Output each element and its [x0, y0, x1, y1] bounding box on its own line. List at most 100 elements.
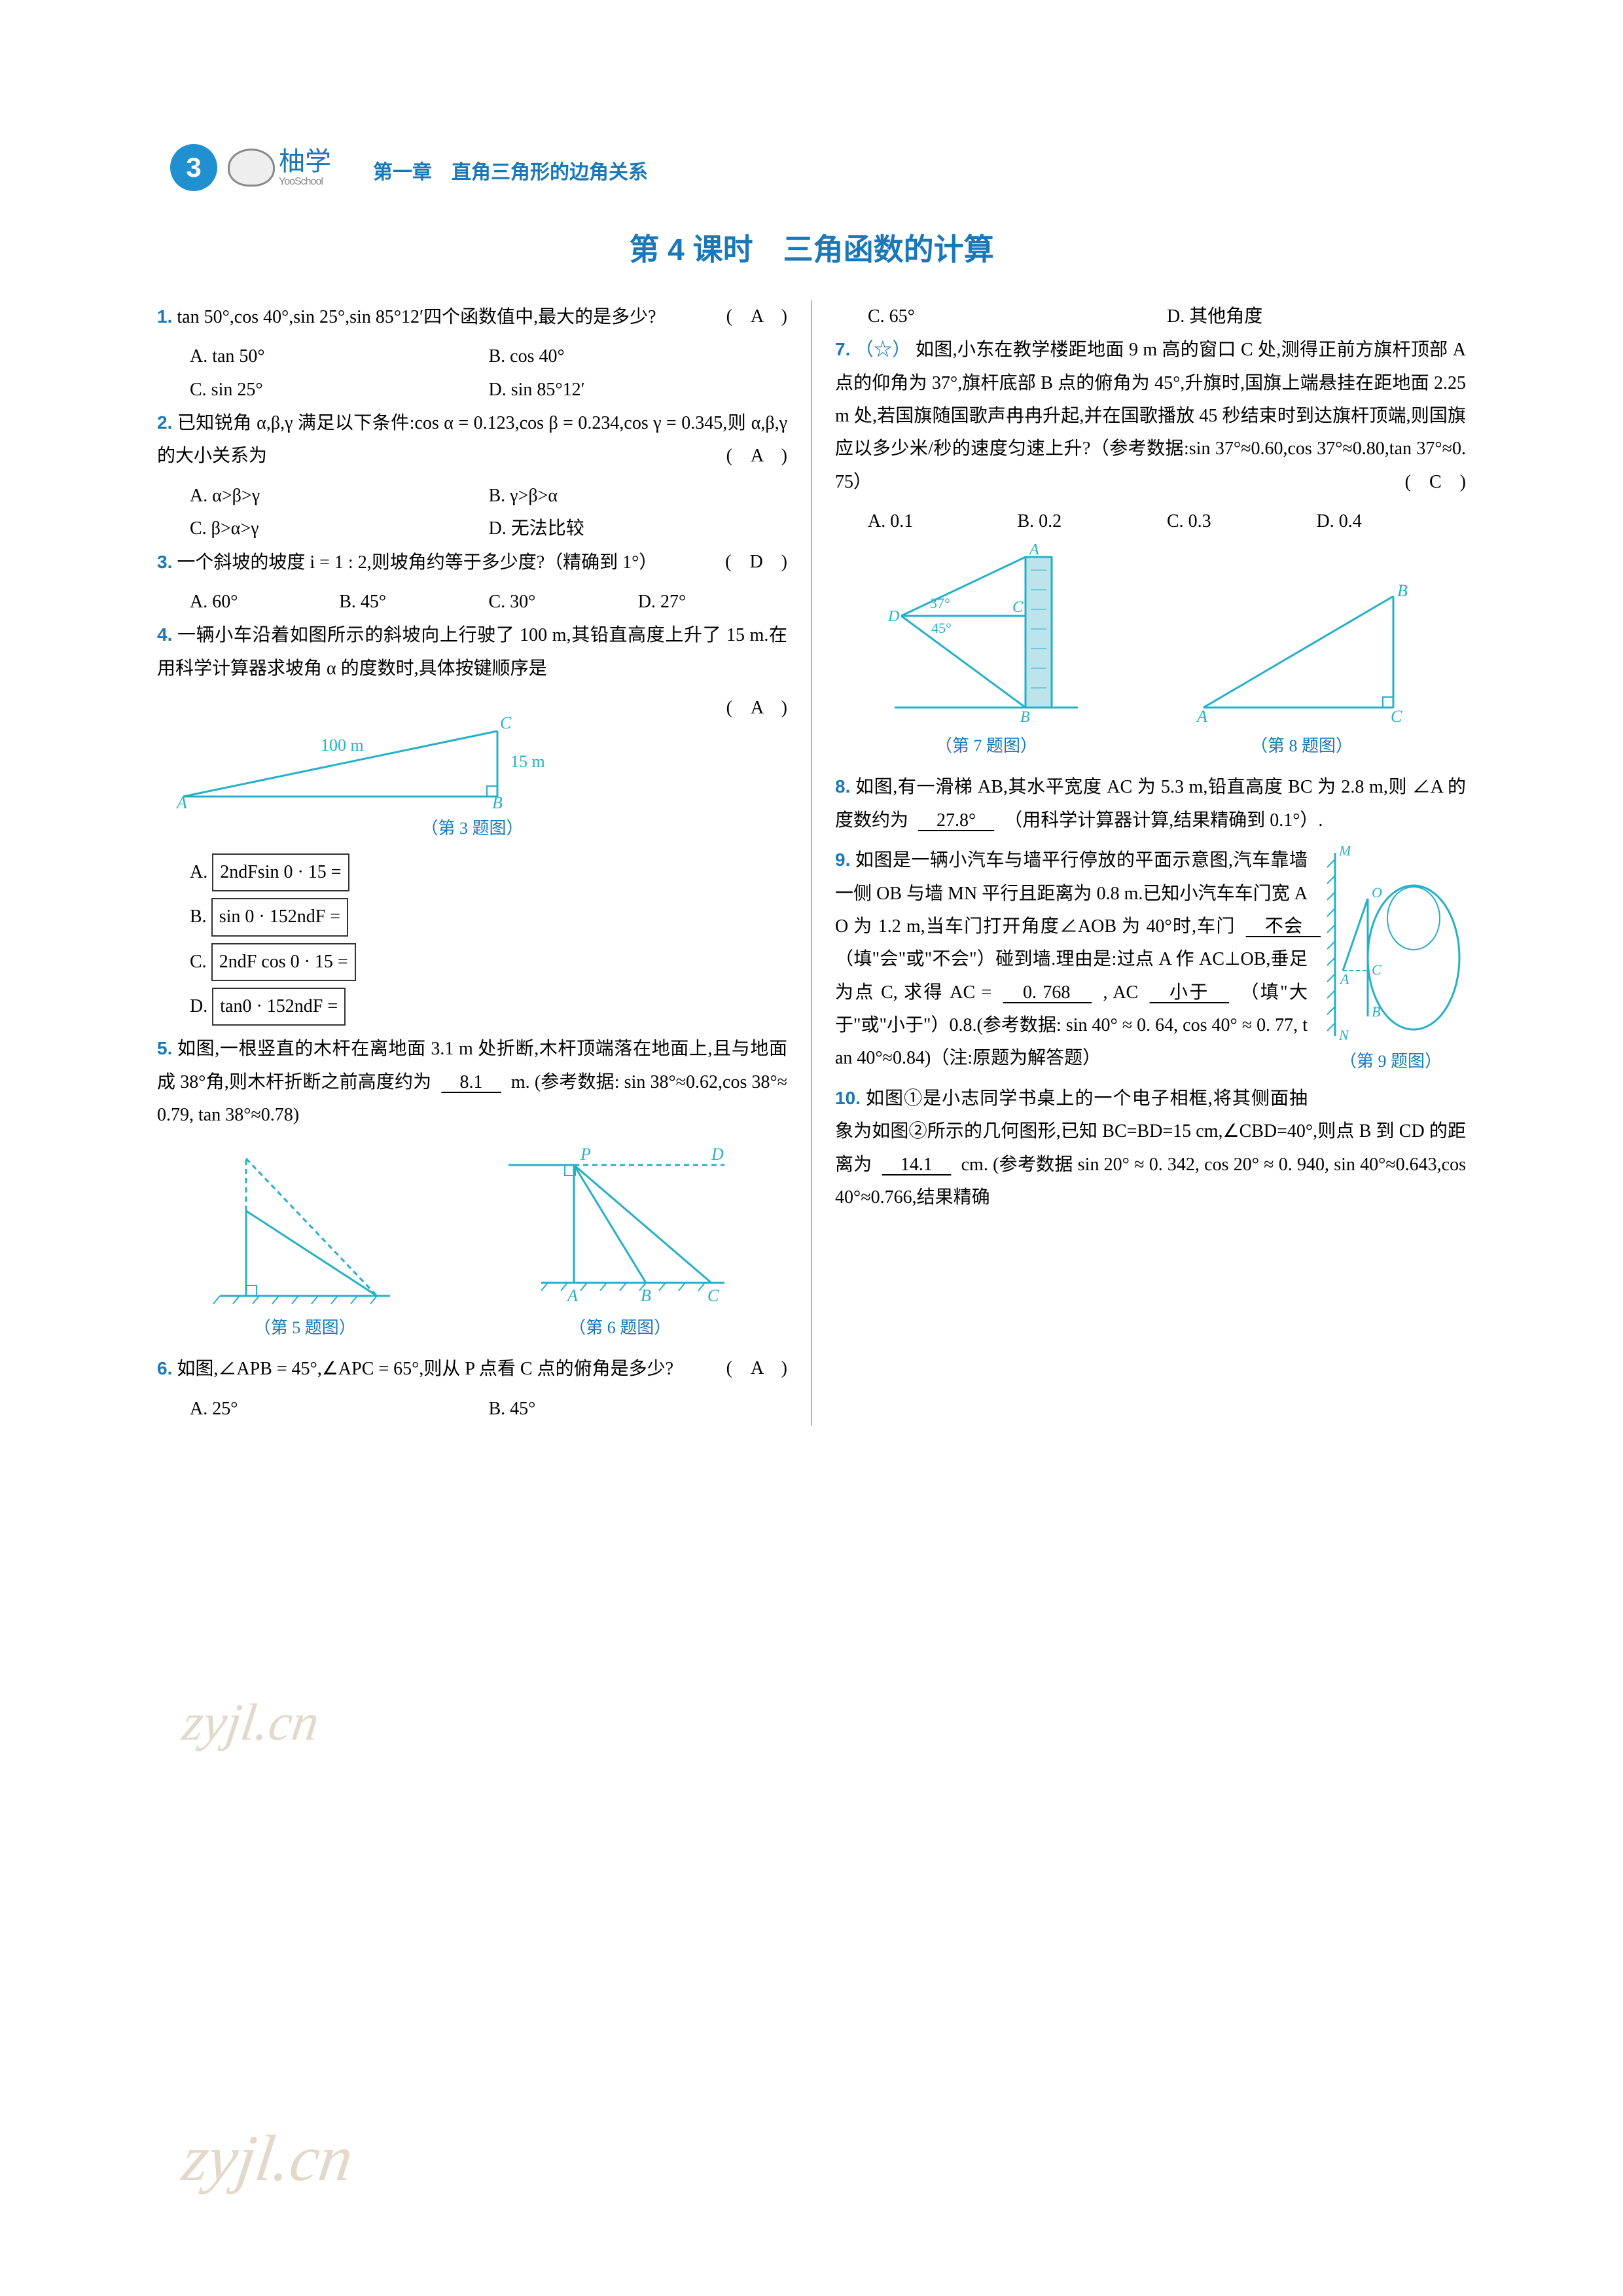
- q2-answer: ( A ): [726, 440, 787, 473]
- q3-num: 3.: [157, 552, 172, 572]
- svg-text:N: N: [1338, 1027, 1349, 1043]
- q5-num: 5.: [157, 1038, 172, 1058]
- q6-opt-a: A. 25°: [190, 1393, 489, 1426]
- q6-opts-row2: C. 65° D. 其他角度: [835, 300, 1466, 333]
- question-2: 2. 已知锐角 α,β,γ 满足以下条件:cos α = 0.123,cos β…: [157, 406, 787, 473]
- q6-opt-b: B. 45°: [489, 1393, 788, 1426]
- key-seq-d: tan0 · 152ndF =: [212, 988, 346, 1026]
- q10-num: 10.: [835, 1088, 861, 1108]
- q9-ans2: 0. 768: [998, 982, 1097, 1003]
- svg-text:B: B: [1397, 581, 1408, 600]
- q7-text: 如图,小东在教学楼距地面 9 m 高的窗口 C 处,测得正前方旗杆顶部 A 点的…: [835, 340, 1466, 492]
- q1-opt-a: A. tan 50°: [190, 340, 489, 373]
- q7-fig-caption: （第 7 题图）: [882, 731, 1091, 762]
- question-8: 8. 如图,有一滑梯 AB,其水平宽度 AC 为 5.3 m,铅直高度 BC 为…: [835, 770, 1466, 837]
- page-header: 3 柚学 YooSchool 第一章 直角三角形的边角关系: [170, 144, 648, 191]
- svg-text:M: M: [1338, 846, 1352, 859]
- star-icon: （☆）: [855, 340, 911, 360]
- q1-text: tan 50°,cos 40°,sin 25°,sin 85°12′四个函数值中…: [177, 307, 656, 327]
- q2-opt-b: B. γ>β>α: [489, 480, 788, 512]
- question-10: 10. 如图①是小志同学书桌上的一个电子相框,将其侧面抽象为如图②所示的几何图形…: [835, 1082, 1466, 1215]
- q7-opt-c: C. 0.3: [1167, 505, 1317, 538]
- q3-text: 一个斜坡的坡度 i = 1 : 2,则坡角约等于多少度?（精确到 1°）: [177, 552, 657, 573]
- q4-opt-c: C. 2ndF cos 0 · 15 =: [157, 943, 787, 981]
- svg-text:A: A: [1196, 707, 1207, 726]
- left-column: 1. tan 50°,cos 40°,sin 25°,sin 85°12′四个函…: [157, 300, 812, 1426]
- question-5: 5. 如图,一根竖直的木杆在离地面 3.1 m 处折断,木杆顶端落在地面上,且与…: [157, 1032, 787, 1132]
- q10-unit: cm.: [961, 1155, 988, 1175]
- logo: 柚学 YooSchool: [228, 147, 331, 188]
- q5-q6-figs: （第 5 题图）: [157, 1139, 787, 1353]
- q6-figure: P D A B C （第 6 题图）: [502, 1139, 738, 1353]
- q4-answer: ( A ): [726, 692, 787, 725]
- svg-text:B: B: [1020, 709, 1030, 726]
- q7-opt-a: A. 0.1: [868, 505, 1018, 538]
- q5-fig-caption: （第 5 题图）: [207, 1313, 403, 1344]
- q4-num: 4.: [157, 624, 172, 645]
- q3-opts: A. 60° B. 45° C. 30° D. 27°: [157, 586, 787, 619]
- q9-ans3: 小于: [1145, 982, 1234, 1003]
- svg-text:A: A: [1028, 544, 1039, 558]
- right-column: C. 65° D. 其他角度 7. （☆） 如图,小东在教学楼距地面 9 m 高…: [812, 300, 1466, 1426]
- q4-figure: 100 m 15 m A B C （第 3 题图）: [157, 692, 787, 844]
- svg-text:B: B: [641, 1286, 651, 1305]
- svg-text:45°: 45°: [931, 620, 952, 636]
- q7-answer: ( C ): [1405, 466, 1466, 499]
- chapter-label: 第一章 直角三角形的边角关系: [373, 155, 648, 190]
- q9-ans1: 不会: [1241, 916, 1326, 937]
- q1-opts-row1: A. tan 50° B. cos 40°: [157, 340, 787, 373]
- q2-opts-row2: C. β>α>γ D. 无法比较: [157, 512, 787, 545]
- q9-text-a: 如图是一辆小汽车与墙平行停放的平面示意图,汽车靠墙一侧 OB 与墙 MN 平行且…: [835, 850, 1308, 937]
- q8-num: 8.: [835, 776, 850, 797]
- q7-figure: A B C D 37° 45° （第 7 题图）: [882, 544, 1091, 771]
- q2-opt-d: D. 无法比较: [489, 512, 788, 545]
- logo-mascot-icon: [228, 149, 275, 187]
- q2-opts-row1: A. α>β>γ B. γ>β>α: [157, 480, 787, 512]
- q9-fig-caption: （第 9 题图）: [1315, 1047, 1466, 1077]
- svg-text:A: A: [175, 793, 187, 810]
- key-seq-a: 2ndFsin 0 · 15 =: [212, 853, 349, 891]
- fig-height-label: 15 m: [510, 752, 545, 771]
- q4-opt-a: A. 2ndFsin 0 · 15 =: [157, 853, 787, 891]
- page-number-badge: 3: [170, 144, 217, 191]
- q2-opt-a: A. α>β>γ: [190, 480, 489, 512]
- q10-answer: 14.1: [877, 1155, 957, 1175]
- fig-slope-label: 100 m: [321, 736, 364, 755]
- q3-opt-c: C. 30°: [489, 586, 638, 619]
- q8-answer: 27.8°: [913, 810, 999, 831]
- question-9: M N O A B C （第 9 题图） 9. 如图是一辆小汽车与墙平行停放的平…: [835, 844, 1466, 1075]
- key-seq-c: 2ndF cos 0 · 15 =: [211, 943, 356, 981]
- q2-text: 已知锐角 α,β,γ 满足以下条件:cos α = 0.123,cos β = …: [157, 413, 787, 466]
- q5-unit: m.: [511, 1072, 530, 1092]
- svg-text:C: C: [1012, 599, 1024, 616]
- watermark: zyjl.cn: [177, 1676, 325, 1770]
- q7-opts: A. 0.1 B. 0.2 C. 0.3 D. 0.4: [835, 505, 1466, 538]
- q6-text: 如图,∠APB = 45°,∠APC = 65°,则从 P 点看 C 点的俯角是…: [177, 1359, 673, 1379]
- svg-text:D: D: [887, 608, 899, 625]
- svg-text:C: C: [1372, 961, 1382, 978]
- q3-opt-a: A. 60°: [190, 586, 339, 619]
- watermark: zyjl.cn: [175, 2100, 361, 2217]
- svg-text:C: C: [707, 1286, 719, 1305]
- q6-fig-caption: （第 6 题图）: [502, 1313, 738, 1344]
- question-6: 6. 如图,∠APB = 45°,∠APC = 65°,则从 P 点看 C 点的…: [157, 1352, 787, 1386]
- question-3: 3. 一个斜坡的坡度 i = 1 : 2,则坡角约等于多少度?（精确到 1°） …: [157, 546, 787, 579]
- q1-num: 1.: [157, 306, 172, 327]
- q6-opts-row1: A. 25° B. 45°: [157, 1393, 787, 1426]
- q6-opt-d: D. 其他角度: [1167, 300, 1466, 333]
- q6-opt-c: C. 65°: [868, 300, 1167, 333]
- q9-text-c: , AC: [1103, 982, 1139, 1003]
- svg-text:D: D: [711, 1145, 724, 1164]
- q9-num: 9.: [835, 850, 850, 870]
- svg-text:B: B: [492, 793, 503, 810]
- svg-text:37°: 37°: [930, 595, 950, 611]
- svg-text:A: A: [1339, 971, 1349, 987]
- q5-answer: 8.1: [436, 1072, 506, 1092]
- q7-num: 7.: [835, 339, 850, 359]
- q1-answer: ( A ): [726, 300, 787, 333]
- q2-opt-c: C. β>α>γ: [190, 512, 489, 545]
- svg-text:C: C: [1391, 707, 1402, 726]
- question-4: 4. 一辆小车沿着如图所示的斜坡向上行驶了 100 m,其铅直高度上升了 15 …: [157, 619, 787, 685]
- q7-opt-d: D. 0.4: [1317, 505, 1467, 538]
- q8-figure: A B C （第 8 题图）: [1184, 570, 1419, 771]
